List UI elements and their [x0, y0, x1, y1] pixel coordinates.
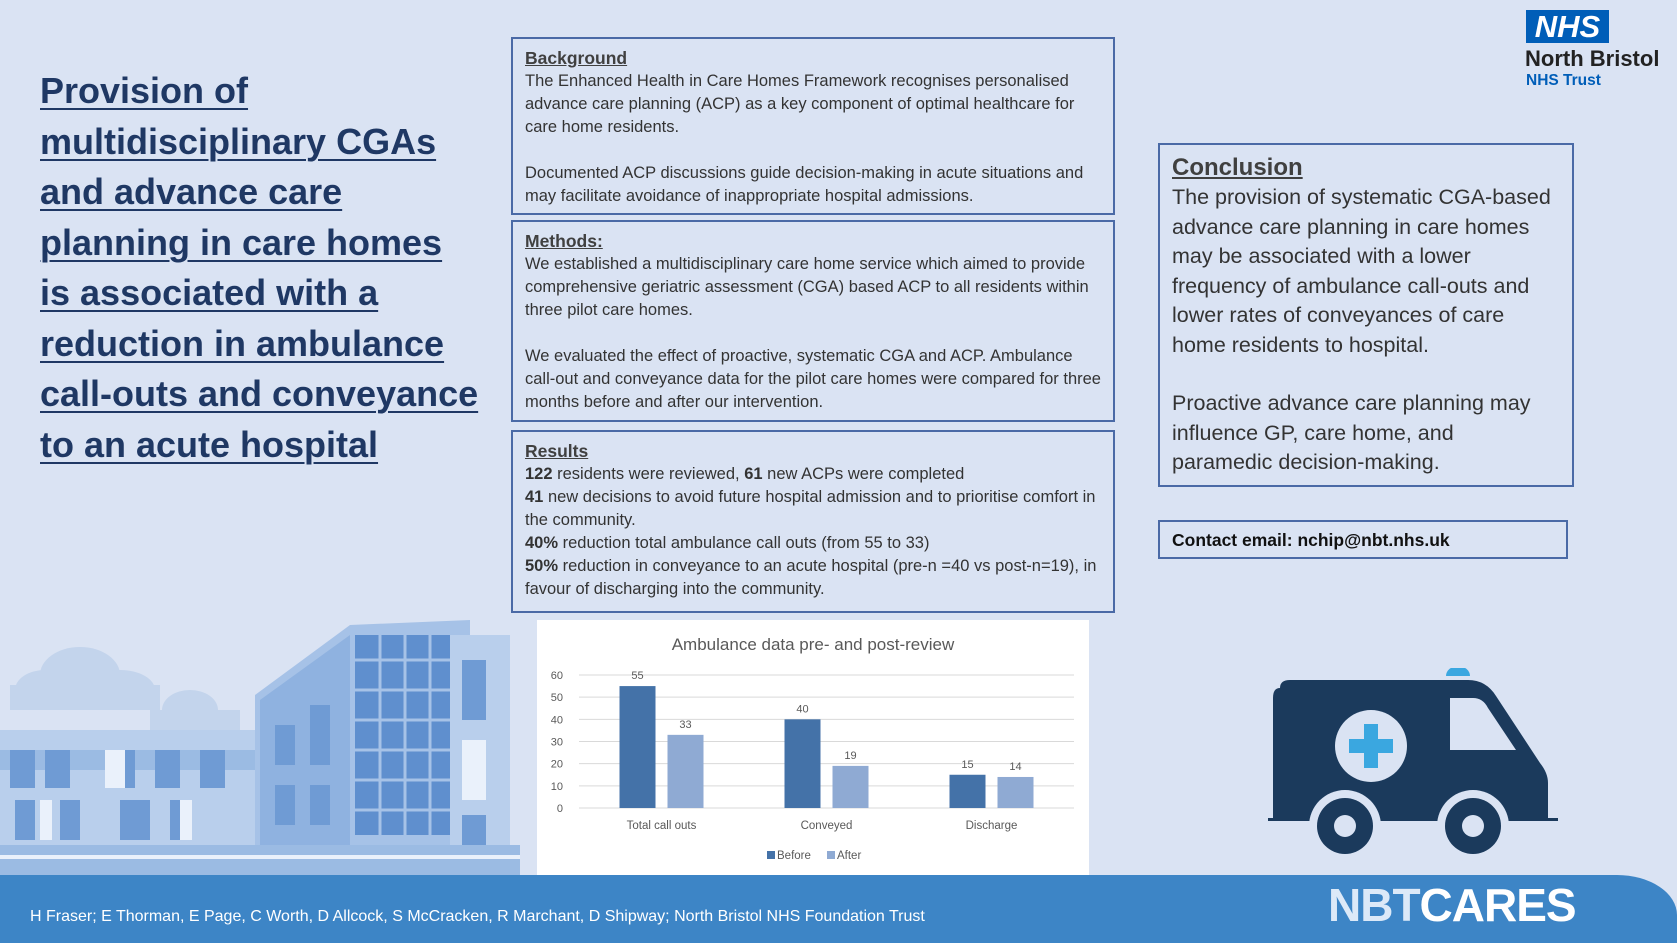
contact-email[interactable]: Contact email: nchip@nbt.nhs.uk — [1172, 530, 1450, 550]
legend-label: Before — [777, 850, 811, 862]
x-tick-label: Conveyed — [801, 820, 853, 832]
org-name: North Bristol — [1525, 46, 1660, 71]
legend-swatch — [767, 851, 775, 859]
result-item: 41 new decisions to avoid future hospita… — [525, 486, 1101, 532]
x-tick-label: Discharge — [966, 820, 1018, 832]
result-item: 50% reduction in conveyance to an acute … — [525, 555, 1101, 601]
data-label: 19 — [844, 750, 856, 762]
conclusion-text-1: The provision of systematic CGA-based ad… — [1172, 185, 1551, 357]
result-value: 50% — [525, 557, 559, 575]
result-text: new ACPs were completed — [762, 465, 965, 483]
hospital-building-illustration — [0, 620, 520, 877]
bar-before — [949, 774, 986, 808]
result-text: reduction in conveyance to an acute hosp… — [525, 557, 1097, 598]
result-text: reduction total ambulance call outs (fro… — [558, 534, 930, 552]
bar-after — [667, 734, 704, 808]
bar-after — [832, 765, 869, 808]
y-tick-label: 50 — [551, 692, 563, 704]
conclusion-section: Conclusion The provision of systematic C… — [1158, 143, 1574, 487]
background-text-2: Documented ACP discussions guide decisio… — [525, 164, 1084, 205]
y-tick-label: 0 — [557, 803, 563, 815]
x-tick-label: Total call outs — [627, 820, 697, 832]
authors: H Fraser; E Thorman, E Page, C Worth, D … — [30, 908, 925, 925]
result-text: residents were reviewed, — [552, 465, 745, 483]
trust-name: NHS Trust — [1526, 72, 1601, 89]
conclusion-text-2: Proactive advance care planning may infl… — [1172, 391, 1531, 474]
contact-box: Contact email: nchip@nbt.nhs.uk — [1158, 520, 1568, 559]
data-label: 55 — [631, 670, 643, 682]
result-text: new decisions to avoid future hospital a… — [525, 488, 1096, 529]
result-item: 40% reduction total ambulance call outs … — [525, 532, 1101, 555]
data-label: 33 — [679, 719, 691, 731]
result-value: 61 — [744, 465, 763, 483]
chart-title: Ambulance data pre- and post-review — [672, 635, 955, 654]
data-label: 14 — [1009, 761, 1021, 773]
bar-before — [619, 686, 656, 808]
y-tick-label: 60 — [551, 670, 563, 682]
results-section: Results 122 residents were reviewed, 61 … — [511, 430, 1115, 613]
methods-heading: Methods: — [525, 231, 603, 251]
y-tick-label: 30 — [551, 737, 563, 749]
bar-after — [997, 776, 1034, 808]
ambulance-chart: Ambulance data pre- and post-review 0 10 20… — [537, 620, 1089, 876]
data-label: 15 — [961, 759, 973, 771]
chart-svg: Ambulance data pre- and post-review 0 10 20… — [551, 635, 1074, 862]
result-item: 122 residents were reviewed, 61 new ACPs… — [525, 463, 1101, 486]
result-value: 40% — [525, 534, 559, 552]
legend-swatch — [827, 851, 835, 859]
y-tick-label: 10 — [551, 781, 563, 793]
methods-text-1: We established a multidisciplinary care … — [525, 255, 1089, 319]
conclusion-heading: Conclusion — [1172, 154, 1303, 181]
result-value: 41 — [525, 488, 544, 506]
results-heading: Results — [525, 441, 589, 461]
poster-title: Provision of multidisciplinary CGAs and … — [40, 70, 479, 465]
background-section: Background The Enhanced Health in Care H… — [511, 37, 1115, 215]
result-value: 122 — [525, 465, 553, 483]
bar-before — [784, 719, 821, 808]
background-heading: Background — [525, 48, 628, 68]
nhs-logo: NHS — [1526, 10, 1609, 43]
ambulance-icon — [1268, 668, 1558, 862]
footer-band — [0, 875, 1677, 943]
y-tick-label: 20 — [551, 759, 563, 771]
y-tick-label: 40 — [551, 714, 563, 726]
brand-cares: CARES — [1419, 879, 1577, 931]
brand-nbt: NBT — [1328, 879, 1421, 931]
legend-label: After — [837, 850, 861, 862]
data-label: 40 — [796, 703, 808, 715]
nbtcares-logo: NBTCARES — [1328, 878, 1577, 932]
methods-text-2: We evaluated the effect of proactive, sy… — [525, 347, 1101, 411]
background-text-1: The Enhanced Health in Care Homes Framew… — [525, 72, 1075, 136]
methods-section: Methods: We established a multidisciplin… — [511, 220, 1115, 422]
